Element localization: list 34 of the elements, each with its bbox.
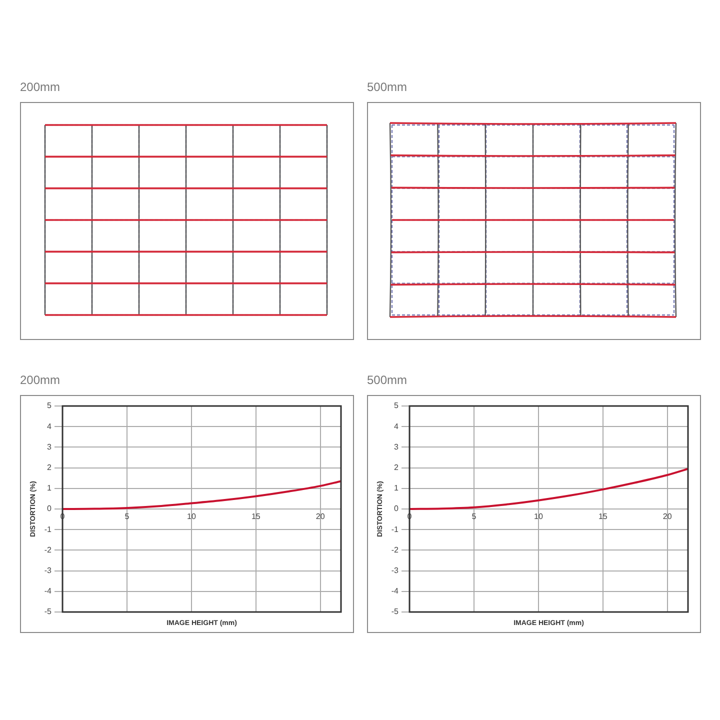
- y-tick-label: 5: [394, 401, 400, 410]
- x-tick-label: 5: [472, 512, 477, 522]
- text: 500mm: [367, 80, 408, 96]
- y-tick-label: -3: [44, 566, 52, 576]
- chart-title: 200mm: [20, 373, 62, 389]
- x-tick-label: 15: [251, 512, 261, 522]
- y-tick-label: 4: [394, 422, 400, 431]
- y-tick-label: -1: [44, 524, 52, 534]
- x-tick-label: 20: [316, 512, 326, 522]
- x-tick-label: 20: [662, 512, 672, 522]
- y-tick-label: -3: [391, 566, 400, 576]
- y-tick-label: -1: [391, 524, 400, 534]
- y-tick-label: -5: [44, 607, 52, 616]
- x-tick-label: 10: [534, 512, 544, 522]
- y-tick-label: 0: [47, 504, 52, 514]
- y-tick-label: -4: [44, 586, 52, 596]
- x-tick-label: 10: [186, 512, 196, 522]
- x-tick-label: 15: [598, 512, 608, 522]
- y-tick-label: 4: [47, 422, 52, 431]
- text: 200mm: [20, 80, 62, 96]
- y-tick-label: -5: [391, 607, 400, 616]
- y-tick-label: -2: [391, 545, 400, 554]
- y-tick-label: 1: [394, 484, 400, 493]
- y-tick-label: 5: [47, 401, 52, 410]
- y-tick-label: 3: [394, 442, 400, 452]
- y-tick-label: 1: [47, 484, 52, 493]
- y-tick-label: -2: [44, 545, 52, 554]
- x-tick-label: 5: [124, 512, 130, 522]
- y-tick-label: 2: [394, 463, 400, 472]
- chart-title: 500mm: [367, 373, 408, 389]
- y-tick-label: 0: [394, 504, 400, 514]
- y-tick-label: 3: [47, 442, 52, 452]
- y-tick-label: -4: [391, 586, 400, 596]
- y-tick-label: 2: [47, 463, 52, 472]
